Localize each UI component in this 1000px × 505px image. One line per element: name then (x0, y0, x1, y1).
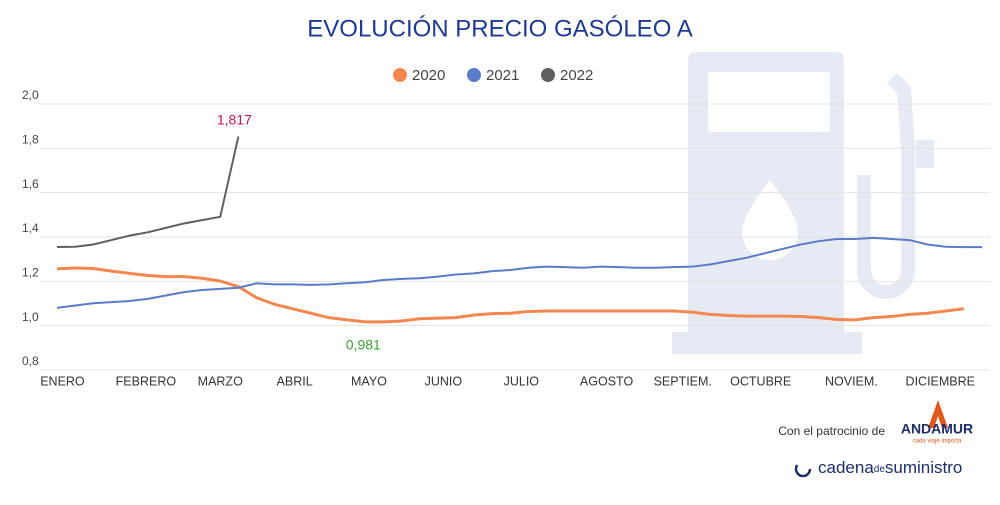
x-tick-label: ABRIL (277, 374, 313, 388)
andamur-logo (928, 400, 948, 428)
series-line (56, 236, 982, 309)
brand: ANDAMUR (901, 421, 973, 437)
data-label: 1,817 (217, 111, 252, 127)
y-tick-label: 0,8 (22, 354, 39, 368)
publisher-part: suministro (885, 458, 962, 477)
legend-marker (541, 68, 555, 82)
x-tick-label: DICIEMBRE (906, 374, 975, 388)
legend-label: 2020 (412, 67, 445, 84)
series-line (56, 136, 240, 248)
x-tick-label: AGOSTO (580, 374, 634, 388)
y-tick-label: 1,2 (22, 266, 39, 280)
legend-marker (393, 68, 407, 82)
legend-marker (467, 68, 481, 82)
x-tick-label: SEPTIEM. (654, 374, 712, 388)
x-tick-label: ENERO (40, 374, 85, 388)
x-tick-label: OCTUBRE (730, 374, 791, 388)
x-tick-label: JULIO (504, 374, 540, 388)
y-tick-label: 1,4 (22, 221, 39, 235)
x-tick-label: MAYO (351, 374, 387, 388)
y-tick-label: 2,0 (22, 88, 39, 102)
chart-title: EVOLUCIÓN PRECIO GASÓLEO A (307, 15, 692, 42)
y-tick-label: 1,8 (22, 133, 39, 147)
legend-label: 2022 (560, 67, 593, 84)
publisher-logo (794, 460, 812, 478)
sponsor-text: Con el patrocinio de (778, 424, 885, 438)
legend: 2020 2021 2022 (393, 67, 593, 84)
y-tick-label: 1,0 (22, 310, 39, 324)
x-tick-label: NOVIEM. (825, 374, 878, 388)
x-tick-label: MARZO (198, 374, 243, 388)
publisher: cadenadesuministro (818, 458, 962, 477)
pump-watermark (672, 52, 934, 354)
legend-label: 2021 (486, 67, 519, 84)
x-tick-label: FEBRERO (116, 374, 177, 388)
publisher-part: cadena (818, 458, 874, 477)
tagline: cada viaje importa (913, 439, 962, 445)
y-tick-label: 1,6 (22, 177, 39, 191)
publisher-part: de (874, 464, 886, 475)
x-tick-label: JUNIO (425, 374, 463, 388)
data-label: 0,981 (346, 337, 381, 353)
series-line (56, 266, 965, 324)
